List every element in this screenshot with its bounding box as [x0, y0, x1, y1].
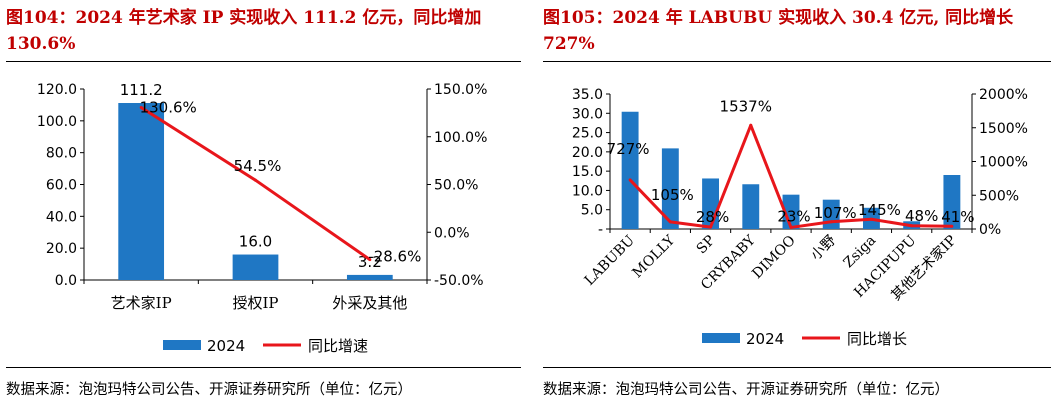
y-left-tick-label: 0.0 — [55, 273, 77, 289]
y-left-tick-label: 20.0 — [46, 241, 77, 257]
growth-point-2 — [368, 258, 372, 262]
bar-1 — [661, 148, 679, 229]
category-label: MOLLY — [630, 232, 679, 281]
growth-value-label: 145% — [858, 201, 901, 219]
growth-value-label: -28.6% — [368, 248, 421, 266]
bar-3 — [742, 184, 760, 229]
legend-line-label: 同比增长 — [847, 330, 907, 348]
bar-0 — [621, 111, 639, 229]
chart-labubu: - 5.0 10.0 15.0 20.0 25.0 30.0 35.0 0% 500% 1000% 1… — [572, 87, 1028, 348]
y-left-tick-label: 15.0 — [572, 164, 603, 180]
title-rule-1 — [6, 61, 521, 62]
y-left-tick-label: 20.0 — [572, 145, 603, 161]
category-label: DIMOO — [749, 233, 799, 283]
chart-artist-ip: 0.0 20.0 40.0 60.0 80.0 100.0 120.0 -50.0% 0.0% 5… — [37, 81, 487, 355]
y-left-tick-label: 40.0 — [46, 209, 77, 225]
category-label: Zsiga — [841, 233, 880, 272]
bar-value-label: 16.0 — [239, 233, 272, 251]
growth-value-label: 54.5% — [234, 157, 282, 175]
bar-0 — [118, 103, 165, 280]
growth-point-8 — [950, 224, 954, 228]
figure-104-title: 图104：2024 年艺术家 IP 实现收入 111.2 亿元，同比增加 130… — [6, 8, 482, 54]
source-rule-1 — [6, 367, 521, 368]
y-right-tick-label: 0.0% — [434, 225, 470, 241]
y-left-tick-label: 30.0 — [572, 106, 603, 122]
y-right-tick-label: 150.0% — [434, 82, 487, 98]
bar-2 — [346, 274, 393, 280]
y-right-tick-label: 1500% — [979, 121, 1028, 137]
y-right-tick-label: 0% — [979, 222, 1001, 238]
y-left-tick-label: 35.0 — [572, 87, 603, 103]
category-label: 授权IP — [232, 294, 278, 312]
legend-bar-label: 2024 — [746, 330, 784, 348]
source-rule-2 — [543, 367, 1051, 368]
growth-value-label: 41% — [941, 208, 974, 226]
growth-point-3 — [749, 123, 753, 127]
source-note-2: 数据来源：泡泡玛特公司公告、开源证券研究所（单位：亿元） — [543, 382, 949, 398]
category-label: 小野 — [808, 233, 839, 264]
legend-bar-swatch — [163, 340, 201, 350]
figure-105-title: 图105：2024 年 LABUBU 实现收入 30.4 亿元, 同比增长 72… — [543, 8, 1014, 54]
y-left-tick-label: - — [598, 222, 603, 238]
y-right-tick-label: 50.0% — [434, 178, 478, 194]
bar-value-label: 111.2 — [120, 81, 163, 99]
y-left-tick-label: 10.0 — [572, 183, 603, 199]
category-label: SP — [694, 233, 719, 258]
growth-point-6 — [869, 217, 873, 221]
growth-point-4 — [789, 225, 793, 229]
y-left-tick-label: 100.0 — [37, 114, 77, 130]
y-right-tick-label: 1000% — [979, 155, 1028, 171]
growth-point-1 — [254, 178, 257, 182]
source-note-1: 数据来源：泡泡玛特公司公告、开源证券研究所（单位：亿元） — [6, 382, 412, 398]
growth-point-0 — [628, 178, 632, 182]
y-right-tick-label: -50.0% — [434, 273, 484, 289]
category-label: 艺术家IP — [111, 294, 172, 312]
growth-value-label: 28% — [696, 208, 729, 226]
growth-point-7 — [910, 224, 914, 228]
bar-value-label: 3.2 — [358, 253, 382, 271]
y-left-tick-label: 60.0 — [46, 178, 77, 194]
growth-value-label: 107% — [814, 204, 857, 222]
y-right-tick-label: 100.0% — [434, 130, 487, 146]
growth-value-label: 48% — [905, 207, 938, 225]
growth-point-1 — [668, 220, 672, 224]
bar-1 — [232, 254, 279, 280]
growth-point-5 — [829, 220, 833, 224]
y-right-tick-label: 2000% — [979, 87, 1028, 103]
y-left-tick-label: 5.0 — [581, 203, 603, 219]
y-left-tick-label: 80.0 — [46, 146, 77, 162]
legend-line-label: 同比增速 — [308, 337, 368, 355]
growth-value-label: 130.6% — [140, 99, 197, 117]
growth-value-label: 1537% — [720, 97, 772, 115]
category-label: LABUBU — [582, 232, 638, 288]
y-left-tick-label: 120.0 — [37, 82, 77, 98]
growth-point-2 — [709, 225, 713, 229]
growth-value-label: 23% — [777, 207, 810, 225]
growth-point-0 — [139, 106, 143, 110]
category-label: 外采及其他 — [332, 294, 407, 312]
y-right-tick-label: 500% — [979, 188, 1019, 204]
title-rule-2 — [543, 61, 1051, 62]
legend-bar-label: 2024 — [207, 337, 245, 355]
growth-value-label: 105% — [651, 186, 694, 204]
bar-8 — [943, 175, 961, 229]
growth-value-label: 727% — [607, 140, 650, 158]
legend-bar-swatch — [702, 333, 740, 343]
y-left-tick-label: 25.0 — [572, 126, 603, 142]
